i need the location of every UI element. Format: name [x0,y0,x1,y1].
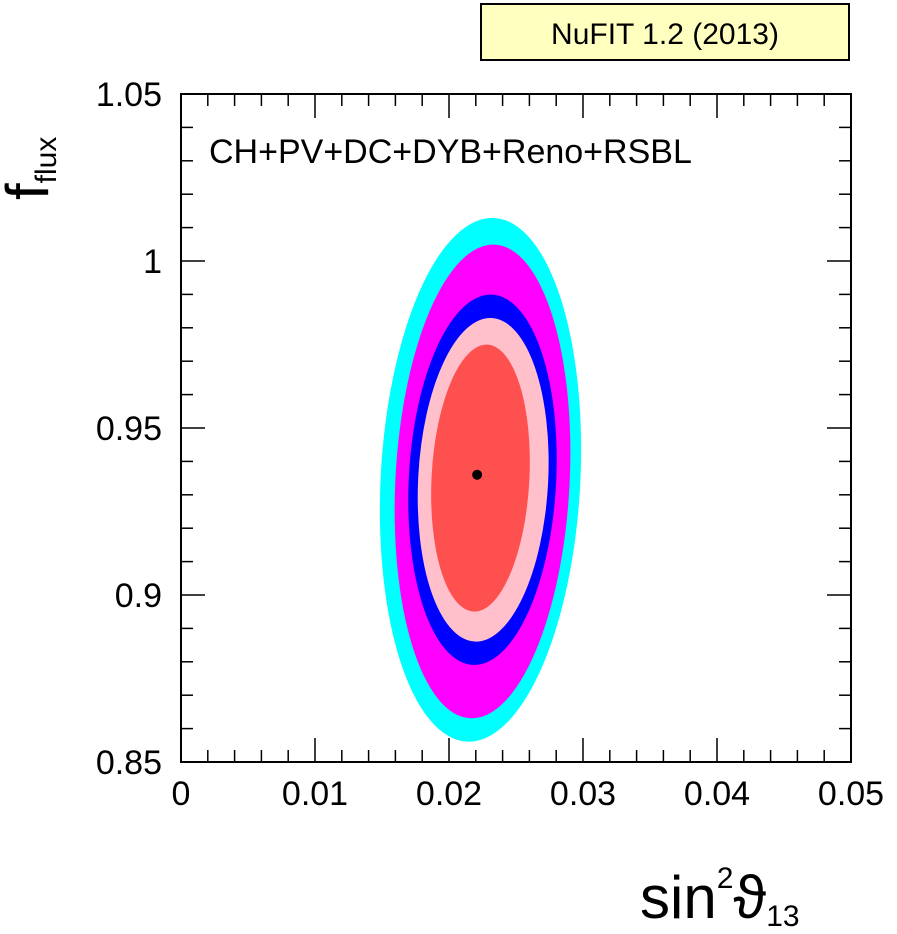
y-tick-label: 0.9 [115,577,162,615]
x-tick-label: 0.05 [818,775,884,813]
y-tick-labels: 0.85 0.9 0.95 1 1.05 [96,76,162,782]
x-axis-label-sub: 13 [766,900,799,933]
data-set-annotation: CH+PV+DC+DYB+Reno+RSBL [209,133,692,171]
x-axis-label-main: sin [640,864,717,931]
version-badge: NuFIT 1.2 (2013) [480,3,850,61]
x-tick-label: 0.04 [684,775,750,813]
y-axis-label-main: f [0,183,61,200]
badge-text: NuFIT 1.2 (2013) [551,18,779,51]
x-tick-label: 0.01 [282,775,348,813]
x-tick-label: 0.02 [416,775,482,813]
x-tick-label: 0.03 [550,775,616,813]
best-fit-point [472,469,483,480]
x-axis-label-sup: 2 [717,862,734,895]
y-tick-label: 1 [143,243,162,281]
confidence-contours [379,217,582,742]
x-tick-labels: 0 0.01 0.02 0.03 0.04 0.05 [172,775,885,813]
y-axis-label: fflux [0,137,63,200]
y-tick-label: 0.95 [96,410,162,448]
x-tick-label: 0 [172,775,191,813]
axis-ticks [180,93,852,763]
badge-box [480,3,850,61]
y-tick-label: 0.85 [96,744,162,782]
x-axis-label-symbol: ϑ [733,864,766,931]
x-axis-label: sin2ϑ13 [640,862,800,933]
y-axis-label-sub: flux [30,137,63,184]
y-tick-label: 1.05 [96,76,162,114]
